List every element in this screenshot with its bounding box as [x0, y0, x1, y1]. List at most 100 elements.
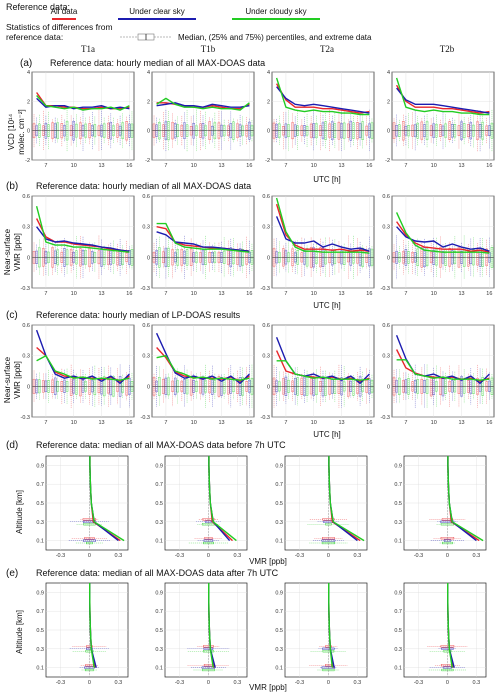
panel-b-letter: (b): [6, 181, 18, 192]
panel-e-xlabel: VMR [ppb]: [249, 683, 287, 692]
subplot-d-t2a: 0.1 0.3 0.5 0.7 0.9 -0.3 0 0.3: [275, 455, 368, 559]
xtick-label-m0p3: -0.3: [56, 553, 65, 559]
subplot-b-t2b: -0.3 0 0.3 0.6 7 10 13 16: [381, 194, 495, 297]
series-line-under-cloudy-sky: [36, 95, 130, 111]
xtick-label-13: 13: [218, 291, 224, 297]
ytick-label-m0p3: -0.3: [261, 415, 270, 421]
ytick-label-0p9: 0.9: [155, 463, 163, 469]
ytick-label-m0p3: -0.3: [381, 286, 390, 292]
ytick-label-0p9: 0.9: [36, 590, 44, 596]
xtick-label-7: 7: [404, 420, 407, 426]
xtick-label-7: 7: [404, 291, 407, 297]
ytick-label-0p3: 0.3: [22, 354, 30, 360]
panel-b-title: Reference data: hourly median of all MAX…: [36, 181, 251, 191]
panel-c-ylabel-line2: VMR [ppb]: [13, 361, 22, 399]
ytick-label-0p5: 0.5: [155, 628, 163, 634]
panel-c-ylabel-line1: Near-surface: [3, 356, 12, 403]
subplot-c-t2a: -0.3 0 0.3 0.6 7 10 13 16: [261, 323, 375, 426]
xtick-label-10: 10: [311, 163, 317, 169]
series-line-under-clear-sky: [35, 329, 130, 384]
xtick-label-m0p3: -0.3: [414, 553, 423, 559]
subplot-e-t2b: 0.1 0.3 0.5 0.7 0.9 -0.3 0 0.3: [394, 582, 487, 686]
ytick-label-0p9: 0.9: [275, 463, 283, 469]
xtick-label-10: 10: [191, 291, 197, 297]
ytick-label-2: 2: [387, 99, 390, 105]
plot-area: -2 0 2 4 7 10 13 16 -2 0 2 4 7 10 13 16 -2 0 2 4 7 10 13 16 -2 0 2…: [21, 70, 495, 686]
series-line-all-data: [395, 84, 490, 114]
panel-d-header: (d) Reference data: median of all MAX-DO…: [6, 440, 286, 451]
ytick-label-0p5: 0.5: [36, 628, 44, 634]
ytick-label-0p6: 0.6: [142, 194, 150, 200]
ytick-label-4: 4: [27, 70, 30, 76]
xtick-label-7: 7: [44, 163, 47, 169]
series-line-under-cloudy-sky: [35, 206, 130, 253]
xtick-label-13: 13: [98, 420, 104, 426]
ytick-label-0p6: 0.6: [262, 323, 270, 329]
subplot-c-t1a: -0.3 0 0.3 0.6 7 10 13 16: [21, 323, 135, 426]
ytick-label-0p1: 0.1: [394, 539, 402, 545]
ytick-label-m2: -2: [265, 158, 270, 164]
subplot-d-t2b: 0.1 0.3 0.5 0.7 0.9 -0.3 0 0.3: [394, 455, 487, 559]
xtick-label-m0p3: -0.3: [295, 553, 304, 559]
ytick-label-2: 2: [27, 99, 30, 105]
xtick-label-0: 0: [207, 680, 210, 686]
panel-a-ylabel-line2: molec. cm⁻²]: [17, 109, 26, 155]
xtick-label-0: 0: [207, 553, 210, 559]
subplot-e-t1b: 0.1 0.3 0.5 0.7 0.9 -0.3 0 0.3: [155, 582, 248, 686]
xtick-label-0: 0: [88, 553, 91, 559]
xtick-label-13: 13: [98, 163, 104, 169]
ytick-label-0: 0: [27, 255, 30, 261]
ytick-label-0: 0: [27, 384, 30, 390]
xtick-label-0: 0: [327, 553, 330, 559]
legend-stats-title-line1: Statistics of differences from: [6, 22, 113, 32]
subplot-a-t2b: -2 0 2 4 7 10 13 16: [385, 70, 495, 169]
series-line-under-clear-sky: [36, 226, 130, 252]
panel-d-ylabel: Altitude [km]: [15, 490, 24, 534]
xtick-label-10: 10: [311, 291, 317, 297]
ytick-label-0: 0: [267, 129, 270, 135]
panel-d-xlabel: VMR [ppb]: [249, 557, 287, 566]
series-line-under-cloudy-sky: [447, 583, 453, 668]
ytick-label-0: 0: [147, 129, 150, 135]
panel-c: -0.300.30.67 10 13 16-0.300.30.67 10 13 16-0.3…: [21, 323, 495, 426]
panel-d-ylabel-text: Altitude [km]: [15, 490, 24, 534]
ytick-label-m2: -2: [145, 158, 150, 164]
ytick-label-0p9: 0.9: [36, 463, 44, 469]
series-line-under-cloudy-sky: [36, 355, 130, 381]
series-line-all-data: [275, 83, 370, 114]
subplot-d-t1b: 0.1 0.3 0.5 0.7 0.9 -0.3 0 0.3: [155, 455, 248, 559]
ytick-label-0p7: 0.7: [36, 609, 44, 615]
panel-e-title: Reference data: median of all MAX-DOAS d…: [36, 568, 279, 578]
legend-label-clear-sky: Under clear sky: [129, 7, 185, 16]
xtick-label-0p3: 0.3: [354, 553, 362, 559]
ytick-label-0p9: 0.9: [394, 590, 402, 596]
ytick-label-m0p3: -0.3: [381, 415, 390, 421]
ytick-label-4: 4: [267, 70, 270, 76]
panel-a-xlabel: UTC [h]: [313, 175, 341, 184]
axes-frame: [151, 195, 255, 289]
xtick-label-10: 10: [71, 420, 77, 426]
series-line-under-cloudy-sky: [275, 197, 370, 254]
column-title-t1b: T1b: [201, 44, 216, 54]
series-line-under-cloudy-sky: [156, 97, 250, 111]
xtick-label-16: 16: [366, 420, 372, 426]
series-line-under-cloudy-sky: [396, 359, 490, 381]
xtick-label-13: 13: [458, 291, 464, 297]
xtick-label-16: 16: [366, 163, 372, 169]
xtick-label-7: 7: [164, 163, 167, 169]
xtick-label-16: 16: [126, 420, 132, 426]
axes-frame: [31, 195, 135, 289]
panel-b-ylabel: Near-surface VMR [ppb]: [3, 228, 22, 275]
ytick-label-0p7: 0.7: [275, 482, 283, 488]
axes-frame: [391, 195, 495, 289]
ytick-label-0p3: 0.3: [382, 354, 390, 360]
series-line-under-cloudy-sky: [447, 456, 484, 542]
panel-d: 0.1 0.3 0.5 0.7 0.9 -0.3 0 0.3 0.1 0.3 0.5 0.7 0.9 -0…: [36, 455, 487, 559]
panel-e-ylabel: Altitude [km]: [15, 610, 24, 654]
series-line-under-cloudy-sky: [156, 222, 250, 253]
ytick-label-0: 0: [147, 384, 150, 390]
xtick-label-7: 7: [284, 420, 287, 426]
panel-d-title: Reference data: median of all MAX-DOAS d…: [36, 440, 286, 450]
xtick-label-10: 10: [431, 291, 437, 297]
xtick-label-m0p3: -0.3: [414, 680, 423, 686]
